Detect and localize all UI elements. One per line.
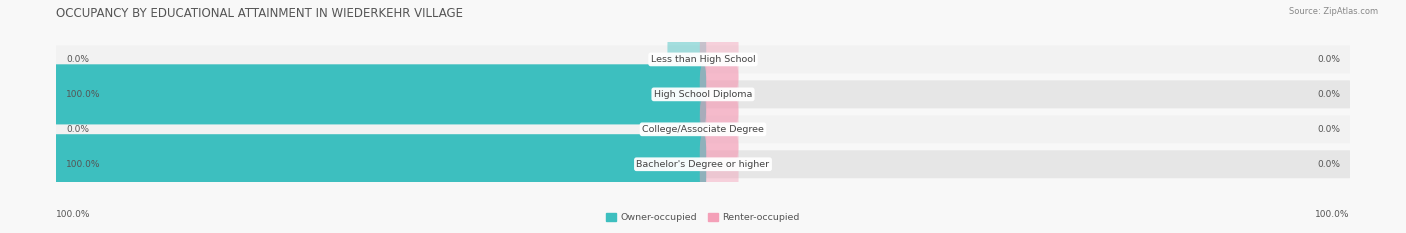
Text: 100.0%: 100.0% (1315, 210, 1350, 219)
FancyBboxPatch shape (668, 99, 706, 159)
Text: 100.0%: 100.0% (66, 160, 100, 169)
Text: 100.0%: 100.0% (56, 210, 91, 219)
Text: 0.0%: 0.0% (66, 125, 89, 134)
Text: Source: ZipAtlas.com: Source: ZipAtlas.com (1289, 7, 1378, 16)
Text: 0.0%: 0.0% (1317, 55, 1340, 64)
Text: Less than High School: Less than High School (651, 55, 755, 64)
Text: 100.0%: 100.0% (66, 90, 100, 99)
FancyBboxPatch shape (700, 29, 738, 89)
FancyBboxPatch shape (56, 115, 1350, 143)
Text: Bachelor's Degree or higher: Bachelor's Degree or higher (637, 160, 769, 169)
FancyBboxPatch shape (53, 134, 706, 194)
FancyBboxPatch shape (56, 150, 1350, 178)
Text: 0.0%: 0.0% (1317, 90, 1340, 99)
Legend: Owner-occupied, Renter-occupied: Owner-occupied, Renter-occupied (602, 209, 804, 226)
Text: OCCUPANCY BY EDUCATIONAL ATTAINMENT IN WIEDERKEHR VILLAGE: OCCUPANCY BY EDUCATIONAL ATTAINMENT IN W… (56, 7, 463, 20)
Text: 0.0%: 0.0% (1317, 125, 1340, 134)
FancyBboxPatch shape (56, 80, 1350, 108)
FancyBboxPatch shape (700, 134, 738, 194)
Text: 0.0%: 0.0% (66, 55, 89, 64)
FancyBboxPatch shape (668, 29, 706, 89)
FancyBboxPatch shape (700, 64, 738, 124)
Text: 0.0%: 0.0% (1317, 160, 1340, 169)
FancyBboxPatch shape (56, 45, 1350, 73)
Text: High School Diploma: High School Diploma (654, 90, 752, 99)
FancyBboxPatch shape (53, 64, 706, 124)
FancyBboxPatch shape (700, 99, 738, 159)
Text: College/Associate Degree: College/Associate Degree (643, 125, 763, 134)
